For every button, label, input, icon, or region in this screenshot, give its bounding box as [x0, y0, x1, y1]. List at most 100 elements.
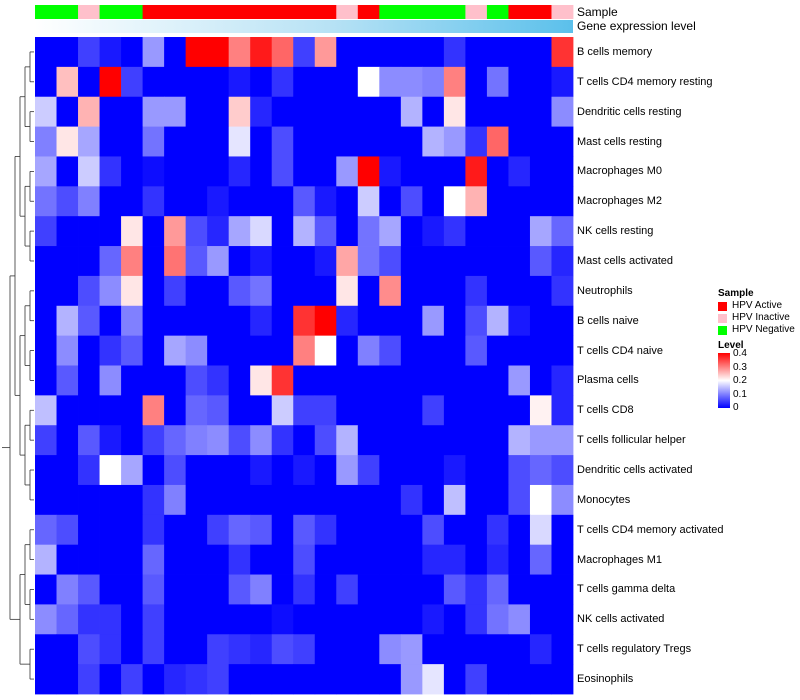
heatmap-cell: [164, 37, 187, 68]
heatmap-cell: [422, 96, 445, 127]
heatmap-cell: [207, 544, 230, 575]
heatmap-cell: [185, 574, 208, 605]
annotation-bar-gene-expression: [35, 20, 573, 33]
heatmap-cell: [293, 514, 316, 546]
heatmap-cell: [336, 634, 359, 665]
heatmap-cell: [400, 484, 423, 516]
heatmap-cells: [35, 37, 574, 695]
heatmap-cell: [465, 186, 488, 217]
heatmap-cell: [422, 664, 445, 695]
heatmap-cell: [314, 96, 337, 127]
heatmap-cell: [293, 186, 316, 217]
heatmap-cell: [78, 634, 100, 665]
heatmap-cell: [56, 395, 79, 426]
heatmap-cell: [336, 455, 359, 486]
heatmap-cell: [336, 335, 359, 366]
heatmap-cell: [400, 96, 423, 127]
heatmap-cell: [529, 514, 552, 546]
heatmap-cell: [56, 514, 79, 546]
heatmap-cell: [78, 365, 100, 396]
annotation-cell-sample: [551, 5, 574, 19]
row-label: Macrophages M1: [577, 553, 662, 566]
heatmap-cell: [228, 425, 251, 456]
heatmap-cell: [164, 455, 187, 486]
row-label: Neutrophils: [577, 284, 633, 297]
heatmap-cell: [78, 156, 100, 187]
heatmap-cell: [78, 186, 100, 217]
heatmap-cell: [56, 37, 79, 68]
heatmap-cell: [185, 246, 208, 277]
heatmap-cell: [207, 126, 230, 157]
heatmap-cell: [486, 66, 509, 98]
heatmap-cell: [121, 186, 143, 217]
heatmap-cell: [99, 66, 122, 98]
heatmap-cell: [422, 37, 445, 68]
heatmap-cell: [443, 37, 466, 68]
heatmap-cell: [400, 305, 423, 337]
heatmap-cell: [379, 425, 402, 456]
heatmap-cell: [400, 604, 423, 635]
heatmap-cell: [35, 664, 57, 695]
heatmap-cell: [357, 126, 380, 157]
heatmap-cell: [271, 634, 294, 665]
heatmap-cell: [529, 425, 552, 456]
heatmap-cell: [508, 305, 531, 337]
heatmap-cell: [164, 544, 187, 575]
row-label: Eosinophils: [577, 673, 634, 686]
heatmap-cell: [508, 186, 531, 217]
heatmap-cell: [508, 66, 531, 98]
heatmap-cell: [336, 37, 359, 68]
heatmap-cell: [508, 455, 531, 486]
heatmap-cell: [121, 96, 143, 127]
annotation-cell-sample: [121, 5, 143, 19]
heatmap-cell: [443, 335, 466, 366]
heatmap-cell: [379, 395, 402, 426]
heatmap-cell: [486, 664, 509, 695]
heatmap-cell: [228, 484, 251, 516]
heatmap-cell: [357, 484, 380, 516]
heatmap-cell: [207, 574, 230, 605]
heatmap-cell: [508, 634, 531, 665]
heatmap-cell: [56, 455, 79, 486]
heatmap-cell: [336, 66, 359, 98]
heatmap-cell: [121, 37, 143, 68]
heatmap-cell: [271, 455, 294, 486]
heatmap-cell: [443, 156, 466, 187]
heatmap-cell: [443, 574, 466, 605]
heatmap-cell: [443, 186, 466, 217]
heatmap-cell: [357, 335, 380, 366]
heatmap-cell: [228, 246, 251, 277]
heatmap-cell: [293, 484, 316, 516]
heatmap-cell: [293, 126, 316, 157]
heatmap-cell: [121, 156, 143, 187]
annotation-cell-sample: [185, 5, 208, 19]
heatmap-cell: [121, 634, 143, 665]
heatmap-cell: [228, 305, 251, 337]
heatmap-cell: [228, 96, 251, 127]
heatmap-cell: [250, 634, 273, 665]
annotation-cell-sample: [142, 5, 165, 19]
heatmap-cell: [185, 634, 208, 665]
heatmap-cell: [443, 455, 466, 486]
annotation-cell-sample: [271, 5, 294, 19]
heatmap-cell: [465, 574, 488, 605]
heatmap-cell: [228, 514, 251, 546]
heatmap-cell: [443, 544, 466, 575]
heatmap-cell: [78, 455, 100, 486]
heatmap-cell: [271, 664, 294, 695]
heatmap-cell: [551, 425, 574, 456]
legend-swatch-hpv-active: [718, 302, 727, 311]
heatmap-cell: [443, 395, 466, 426]
heatmap-cell: [400, 514, 423, 546]
heatmap-cell: [56, 365, 79, 396]
annotation-cell-sample: [314, 5, 337, 19]
row-label: T cells follicular helper: [577, 434, 686, 447]
row-label: B cells memory: [577, 45, 653, 58]
heatmap-cell: [551, 365, 574, 396]
heatmap-cell: [142, 634, 165, 665]
heatmap-cell: [250, 604, 273, 635]
heatmap-cell: [99, 574, 122, 605]
heatmap-cell: [314, 246, 337, 277]
heatmap-cell: [207, 216, 230, 247]
heatmap-cell: [78, 544, 100, 575]
